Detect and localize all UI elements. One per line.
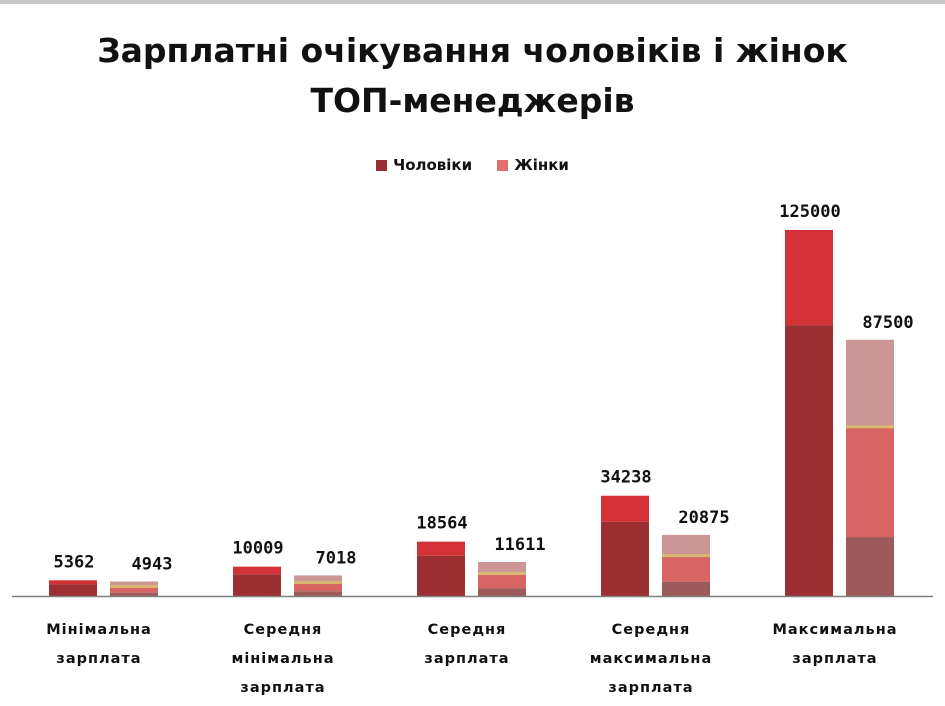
- legend-label-men: Чоловіки: [393, 156, 473, 174]
- bar-women-middle-4: [846, 426, 894, 538]
- bar-women-bottom-0: [110, 592, 158, 596]
- bar-women-top-1: [294, 575, 342, 583]
- bar-men-lower-4: [785, 325, 833, 596]
- bar-women-divider-2: [478, 572, 526, 576]
- value-label-men-3: 34238: [600, 468, 651, 488]
- value-label-men-1: 10009: [232, 539, 283, 559]
- value-label-men-2: 18564: [416, 514, 467, 534]
- category-label-0-line-1: зарплата: [56, 651, 141, 667]
- bar-men-upper-2: [417, 541, 465, 556]
- legend: Чоловіки Жінки: [0, 156, 945, 175]
- category-label-1-line-2: зарплата: [240, 680, 325, 696]
- bar-women-bottom-4: [846, 537, 894, 596]
- chart-title-line-2: ТОП-менеджерів: [310, 81, 635, 120]
- bar-men-lower-3: [601, 521, 649, 596]
- bar-women-top-3: [662, 534, 710, 556]
- chart-title-line-1: Зарплатні очікування чоловіків і жінок: [97, 31, 848, 70]
- category-label-4-line-0: Максимальна: [772, 622, 897, 638]
- category-label-3-line-1: максимальна: [590, 651, 712, 667]
- category-label-2-line-1: зарплата: [424, 651, 509, 667]
- category-label-1-line-0: Середня: [244, 622, 323, 638]
- bar-women-bottom-1: [294, 591, 342, 596]
- bar-men-upper-0: [49, 580, 97, 585]
- legend-label-women: Жінки: [514, 156, 569, 174]
- bar-men-lower-1: [233, 574, 281, 596]
- bar-men-lower-0: [49, 584, 97, 596]
- category-label-4-line-1: зарплата: [792, 651, 877, 667]
- bar-women-middle-2: [478, 573, 526, 589]
- value-label-women-4: 87500: [862, 313, 913, 333]
- bar-men-upper-3: [601, 495, 649, 522]
- bar-women-top-0: [110, 581, 158, 587]
- category-label-0-line-0: Мінімальна: [46, 622, 152, 638]
- value-label-women-0: 4943: [132, 555, 173, 575]
- category-label-3-line-0: Середня: [612, 622, 691, 638]
- top-border: [0, 0, 945, 4]
- value-label-women-1: 7018: [316, 548, 357, 568]
- value-label-women-3: 20875: [678, 508, 729, 528]
- legend-item-men: Чоловіки: [376, 156, 472, 174]
- category-label-3-line-2: зарплата: [608, 680, 693, 696]
- bar-women-middle-3: [662, 555, 710, 582]
- legend-swatch-men: [376, 159, 388, 171]
- category-label-1-line-1: мінімальна: [231, 651, 334, 667]
- bar-women-divider-4: [846, 425, 894, 429]
- bar-women-divider-3: [662, 554, 710, 558]
- value-label-men-0: 5362: [54, 552, 95, 572]
- bar-men-lower-2: [417, 555, 465, 596]
- bar-women-divider-1: [294, 580, 342, 584]
- bar-men-upper-1: [233, 566, 281, 575]
- bar-women-divider-0: [110, 584, 158, 588]
- legend-swatch-women: [497, 159, 509, 171]
- bar-women-bottom-3: [662, 581, 710, 596]
- bar-men-upper-4: [785, 229, 833, 326]
- legend-item-women: Жінки: [497, 156, 569, 174]
- bar-women-middle-1: [294, 582, 342, 592]
- bar-women-top-2: [478, 561, 526, 574]
- bar-women-middle-0: [110, 586, 158, 593]
- value-label-women-2: 11611: [494, 535, 545, 555]
- bar-women-bottom-2: [478, 588, 526, 596]
- bar-women-top-4: [846, 339, 894, 427]
- value-label-men-4: 125000: [779, 202, 840, 222]
- chart-title: Зарплатні очікування чоловіків і жінок Т…: [0, 26, 945, 126]
- category-label-2-line-0: Середня: [428, 622, 507, 638]
